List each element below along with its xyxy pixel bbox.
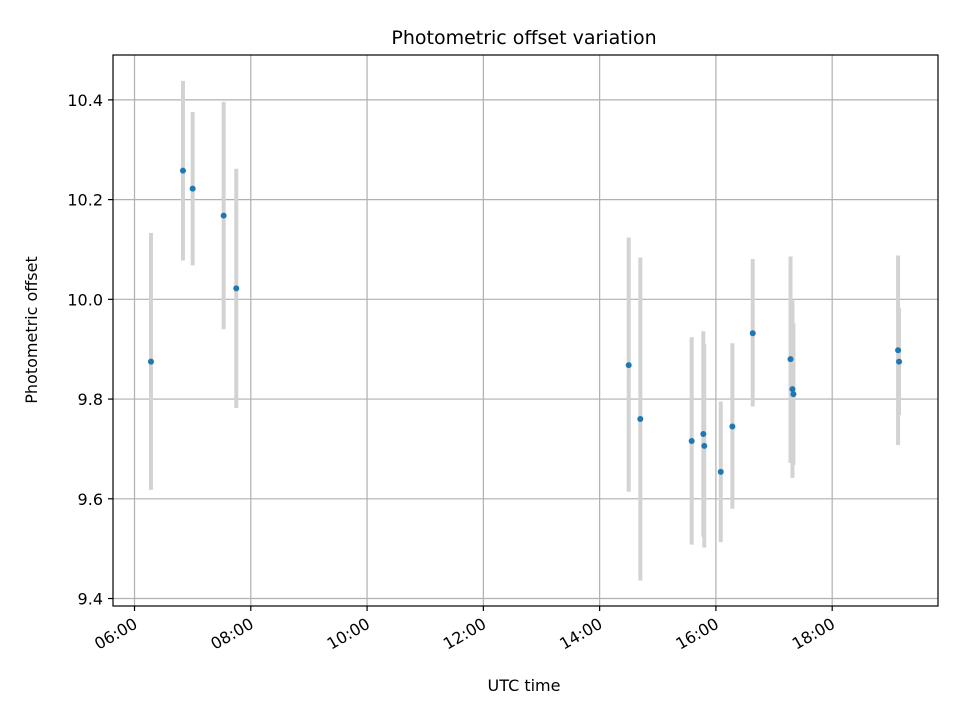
data-point <box>789 386 796 393</box>
chart-title: Photometric offset variation <box>391 27 656 49</box>
data-point <box>625 362 632 369</box>
y-axis-label: Photometric offset <box>22 256 41 404</box>
y-tick-label: 10.0 <box>67 290 103 309</box>
data-point <box>787 356 794 363</box>
data-point <box>749 330 756 337</box>
data-points <box>147 167 903 475</box>
y-tick-label: 9.8 <box>78 390 103 409</box>
y-tick-label: 9.6 <box>78 490 103 509</box>
y-tick-label: 10.2 <box>67 191 103 210</box>
x-axis-label: UTC time <box>488 676 561 695</box>
plot-frame <box>112 54 939 607</box>
y-tick-label: 10.4 <box>67 91 103 110</box>
data-point <box>700 430 707 437</box>
data-point <box>233 285 240 292</box>
data-point <box>701 442 708 449</box>
data-point <box>790 391 797 398</box>
data-point <box>220 212 227 219</box>
data-point <box>729 423 736 430</box>
data-point <box>189 185 196 192</box>
data-point <box>688 437 695 444</box>
data-point <box>717 468 724 475</box>
data-point <box>637 416 644 423</box>
data-point <box>147 358 154 365</box>
data-point <box>896 358 903 365</box>
data-point <box>895 347 902 354</box>
data-point <box>179 167 186 174</box>
grid <box>113 55 938 606</box>
y-tick-label: 9.4 <box>78 590 103 609</box>
